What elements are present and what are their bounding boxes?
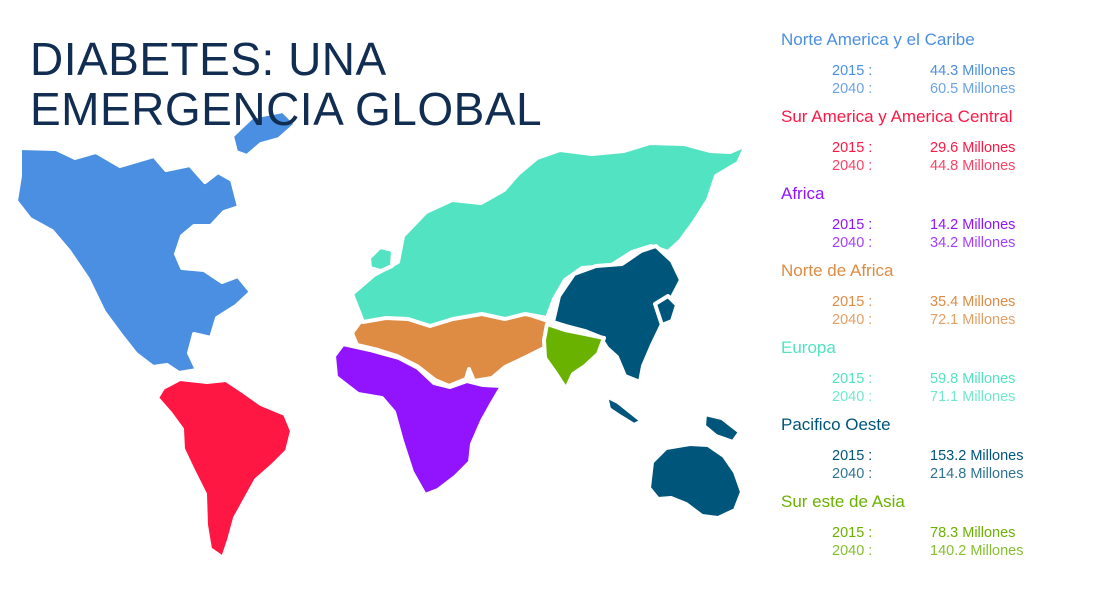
stat-2015-south-america: 2015 : 29.6 Millones <box>832 139 1052 157</box>
year-label: 2015 : <box>832 371 873 387</box>
year-label: 2040 : <box>832 466 873 482</box>
britain-region[interactable] <box>367 245 395 273</box>
stat-2015-europe: 2015 : 59.8 Millones <box>832 370 1052 388</box>
value-label: 214.8 Millones <box>930 466 1024 482</box>
north-america-region[interactable] <box>14 146 253 375</box>
australia-region[interactable] <box>647 442 744 520</box>
indonesia-region[interactable] <box>604 394 644 427</box>
legend-item-southeast-asia: Sur este de Asia 2015 : 78.3 Millones 204… <box>781 492 1081 569</box>
stat-2015-africa: 2015 : 14.2 Millones <box>832 216 1052 234</box>
year-label: 2040 : <box>832 81 873 97</box>
legend-item-africa: Africa 2015 : 14.2 Millones 2040 : 34.2 Mi… <box>781 184 1081 261</box>
value-label: 14.2 Millones <box>930 217 1016 233</box>
stat-2040-south-america: 2040 : 44.8 Millones <box>832 157 1052 175</box>
legend-item-western-pacific: Pacifico Oeste 2015 : 153.2 Millones 2040… <box>781 415 1081 492</box>
region-name-south-america: Sur America y America Central <box>781 107 1013 126</box>
value-label: 35.4 Millones <box>930 294 1016 310</box>
year-label: 2015 : <box>832 294 873 310</box>
value-label: 34.2 Millones <box>930 235 1016 251</box>
value-label: 72.1 Millones <box>930 312 1016 328</box>
stat-2040-north-africa: 2040 : 72.1 Millones <box>832 311 1052 329</box>
year-label: 2040 : <box>832 389 873 405</box>
year-label: 2015 : <box>832 448 873 464</box>
region-name-western-pacific: Pacifico Oeste <box>781 415 891 434</box>
europe-asia-region[interactable] <box>350 141 748 328</box>
value-label: 71.1 Millones <box>930 389 1016 405</box>
stat-2015-north-africa: 2015 : 35.4 Millones <box>832 293 1052 311</box>
legend-item-europe: Europa 2015 : 59.8 Millones 2040 : 71.1 Mi… <box>781 338 1081 415</box>
value-label: 29.6 Millones <box>930 140 1016 156</box>
africa-region[interactable] <box>332 342 504 497</box>
region-name-north-america: Norte America y el Caribe <box>781 30 975 49</box>
legend-item-north-america: Norte America y el Caribe 2015 : 44.3 Mil… <box>781 30 1081 107</box>
region-name-africa: Africa <box>781 184 825 203</box>
value-label: 44.8 Millones <box>930 158 1016 174</box>
value-label: 44.3 Millones <box>930 63 1016 79</box>
southeast-asia-region[interactable] <box>542 322 606 391</box>
year-label: 2015 : <box>832 217 873 233</box>
value-label: 60.5 Millones <box>930 81 1016 97</box>
world-map <box>14 109 748 560</box>
stat-2040-africa: 2040 : 34.2 Millones <box>832 234 1052 252</box>
region-name-europe: Europa <box>781 338 836 357</box>
year-label: 2015 : <box>832 63 873 79</box>
page-title: DIABETES: UNA EMERGENCIA GLOBAL <box>30 34 590 134</box>
stat-2015-western-pacific: 2015 : 153.2 Millones <box>832 447 1052 465</box>
year-label: 2040 : <box>832 543 873 559</box>
japan-region[interactable] <box>653 294 679 327</box>
year-label: 2040 : <box>832 235 873 251</box>
year-label: 2040 : <box>832 158 873 174</box>
stat-2040-europe: 2040 : 71.1 Millones <box>832 388 1052 406</box>
title-line-1: DIABETES: UNA <box>30 33 387 85</box>
region-name-north-africa: Norte de Africa <box>781 261 894 280</box>
legend-item-south-america: Sur America y America Central 2015 : 29.6… <box>781 107 1081 184</box>
value-label: 153.2 Millones <box>930 448 1024 464</box>
year-label: 2040 : <box>832 312 873 328</box>
stat-2015-north-america: 2015 : 44.3 Millones <box>832 62 1052 80</box>
greenland-region[interactable] <box>230 109 298 158</box>
stat-2040-north-america: 2040 : 60.5 Millones <box>832 80 1052 98</box>
year-label: 2015 : <box>832 140 873 156</box>
south-america-region[interactable] <box>155 377 294 560</box>
year-label: 2015 : <box>832 525 873 541</box>
stat-2015-southeast-asia: 2015 : 78.3 Millones <box>832 524 1052 542</box>
region-legend: Norte America y el Caribe 2015 : 44.3 Mil… <box>781 30 1081 569</box>
legend-item-north-africa: Norte de Africa 2015 : 35.4 Millones 2040… <box>781 261 1081 338</box>
new-guinea-region[interactable] <box>702 412 742 444</box>
value-label: 78.3 Millones <box>930 525 1016 541</box>
stat-2040-southeast-asia: 2040 : 140.2 Millones <box>832 542 1052 560</box>
value-label: 59.8 Millones <box>930 371 1016 387</box>
stat-2040-western-pacific: 2040 : 214.8 Millones <box>832 465 1052 483</box>
value-label: 140.2 Millones <box>930 543 1024 559</box>
title-line-2: EMERGENCIA GLOBAL <box>30 83 543 135</box>
region-name-southeast-asia: Sur este de Asia <box>781 492 905 511</box>
